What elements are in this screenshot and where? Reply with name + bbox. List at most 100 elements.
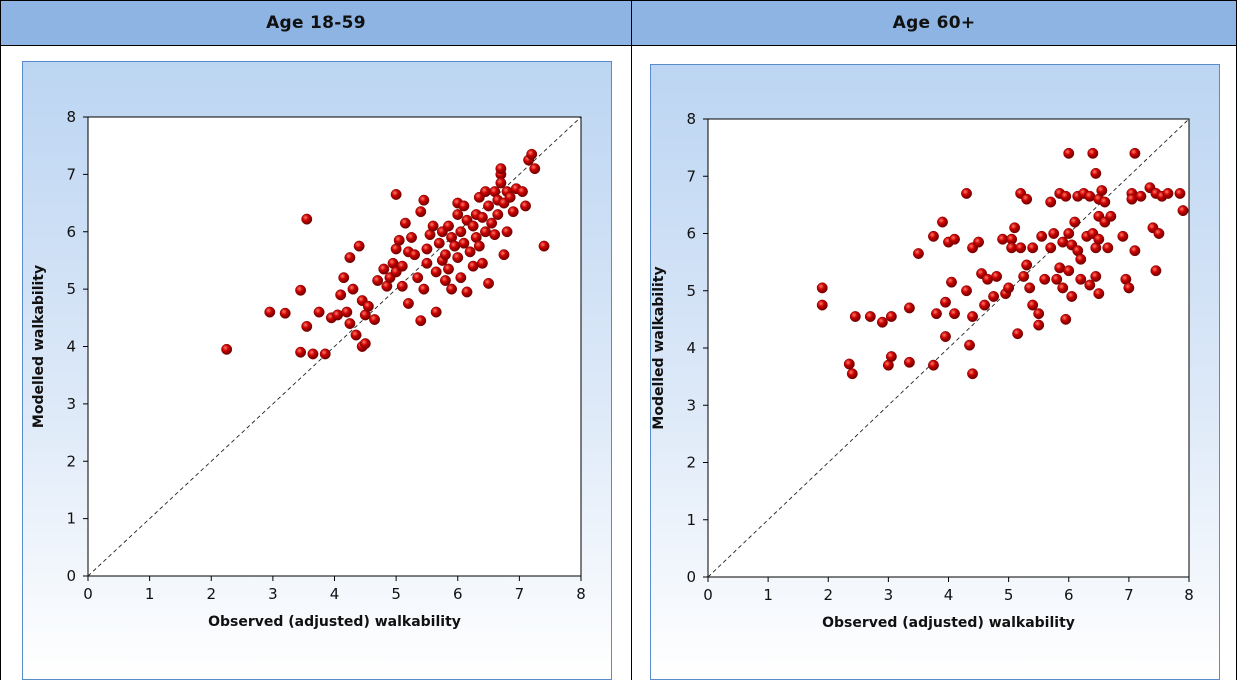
y-axis-label: Modelled walkability: [651, 266, 667, 429]
data-point: [903, 356, 915, 368]
data-point: [1003, 282, 1015, 294]
data-point: [1048, 228, 1060, 239]
data-point: [350, 329, 362, 341]
data-point: [846, 368, 858, 380]
data-point: [301, 213, 313, 225]
data-point: [967, 368, 978, 380]
data-point: [1066, 291, 1078, 302]
data-point: [430, 266, 442, 278]
data-point: [458, 237, 470, 249]
data-point: [1099, 196, 1111, 208]
data-point: [1075, 273, 1087, 285]
data-point: [455, 272, 467, 284]
x-tick-label: 0: [83, 585, 93, 603]
data-point: [885, 351, 897, 363]
data-point: [928, 230, 939, 242]
scatter-chart-age-60-plus: 0 1 2 3 4 5 6 7 8 0 1 2 3 4 5 6 7 8 Observed (adjusted) wa…: [651, 110, 1194, 631]
data-point: [319, 348, 331, 360]
data-point: [415, 315, 427, 327]
data-point: [498, 249, 510, 261]
table-header-divider: [0, 45, 1237, 46]
data-point: [1123, 282, 1135, 294]
y-tick-label: 7: [686, 167, 696, 185]
data-point: [1090, 270, 1102, 282]
data-point: [1018, 270, 1030, 282]
data-point: [393, 234, 405, 246]
data-point: [443, 263, 454, 275]
data-point: [946, 276, 957, 288]
data-point: [1093, 288, 1105, 300]
chart-panel-age-18-59: 0 1 2 3 4 5 6 7 8 0 1 2 3 4 5 6 7 8 Observed (adjusted) wa…: [22, 61, 612, 680]
data-point: [988, 291, 1000, 302]
data-point: [1009, 222, 1021, 234]
data-point: [1012, 328, 1024, 340]
y-tick-label: 8: [66, 108, 76, 126]
data-point: [480, 226, 491, 238]
data-point: [1093, 233, 1105, 245]
data-point: [1102, 242, 1114, 254]
data-point: [369, 314, 381, 325]
y-tick-label: 1: [66, 510, 76, 528]
data-point: [1087, 147, 1099, 159]
data-point: [520, 200, 531, 212]
y-tick-label: 0: [66, 567, 76, 585]
x-tick-label: 7: [515, 585, 525, 603]
data-point: [1129, 147, 1141, 159]
data-point: [421, 243, 433, 255]
data-point: [1105, 210, 1117, 222]
data-point: [396, 260, 408, 272]
chart-panel-age-60-plus: 0 1 2 3 4 5 6 7 8 0 1 2 3 4 5 6 7 8 Observed (adjusted) wa…: [650, 64, 1220, 680]
data-point: [464, 246, 476, 258]
data-point: [403, 298, 414, 309]
data-point: [1039, 273, 1051, 285]
data-point: [344, 318, 356, 329]
data-point: [461, 286, 473, 298]
data-point: [406, 232, 417, 243]
data-point: [221, 343, 233, 355]
data-point: [295, 346, 307, 358]
data-point: [1084, 279, 1096, 291]
data-point: [495, 177, 507, 189]
x-tick-label: 2: [206, 585, 216, 603]
data-point: [418, 283, 430, 295]
data-point: [362, 300, 374, 312]
x-tick-label: 8: [576, 585, 586, 603]
y-tick-label: 1: [686, 511, 696, 529]
data-point: [473, 240, 485, 252]
data-point: [347, 283, 359, 295]
y-tick-label: 6: [66, 223, 76, 241]
data-point: [427, 220, 439, 232]
data-point: [816, 299, 828, 311]
x-tick-label: 3: [884, 586, 894, 604]
data-point: [507, 206, 519, 218]
data-point: [279, 307, 291, 319]
y-tick-label: 6: [686, 225, 696, 243]
y-axis-label: Modelled walkability: [31, 265, 47, 428]
data-point: [458, 200, 470, 212]
data-point: [421, 257, 433, 269]
data-point: [430, 306, 442, 318]
data-point: [1021, 259, 1033, 271]
data-point: [341, 306, 353, 318]
data-point: [949, 308, 960, 320]
data-point: [1063, 265, 1075, 277]
data-point: [538, 240, 550, 252]
data-point: [1075, 253, 1087, 265]
y-tick-label: 5: [66, 280, 76, 298]
data-point: [1096, 185, 1108, 197]
data-point: [940, 296, 951, 308]
data-point: [495, 163, 507, 175]
data-point: [452, 252, 464, 264]
y-tick-label: 2: [66, 452, 76, 470]
y-tick-label: 8: [686, 110, 696, 128]
data-point: [1135, 190, 1147, 202]
x-axis-label: Observed (adjusted) walkability: [208, 614, 461, 630]
data-point: [961, 187, 972, 199]
data-point: [415, 206, 427, 218]
data-point: [979, 299, 991, 311]
y-tick-label: 4: [686, 339, 696, 357]
data-point: [390, 189, 402, 200]
scatter-chart-age-18-59: 0 1 2 3 4 5 6 7 8 0 1 2 3 4 5 6 7 8 Observed (adjusted) wa…: [31, 108, 586, 630]
data-point: [399, 217, 411, 229]
